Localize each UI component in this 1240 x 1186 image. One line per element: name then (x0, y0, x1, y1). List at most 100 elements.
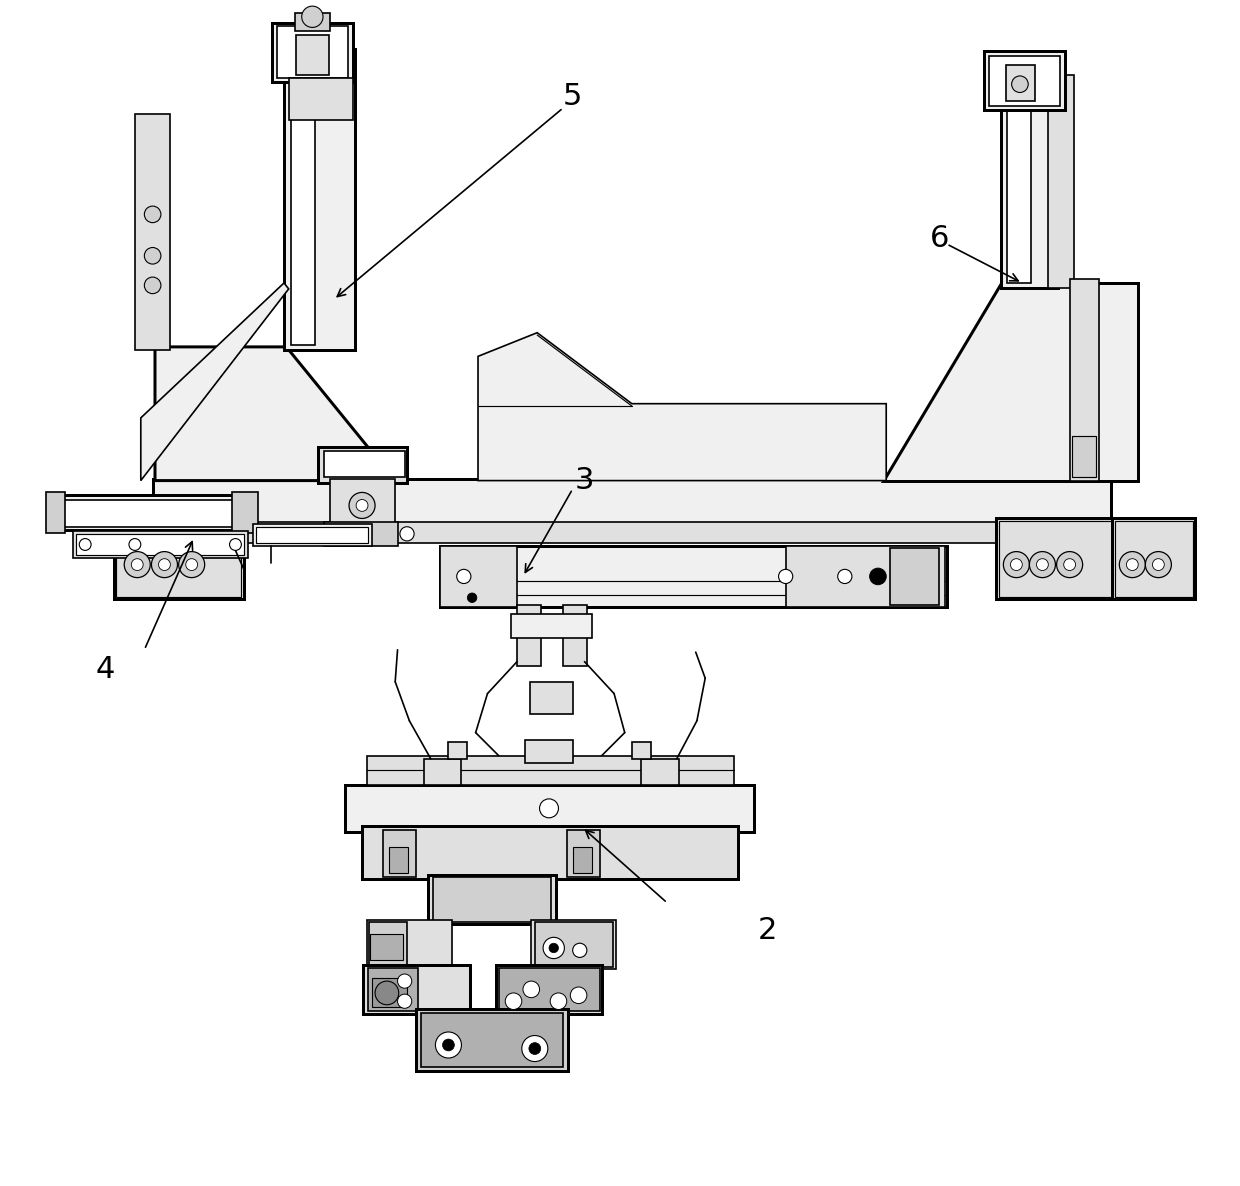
Circle shape (398, 994, 412, 1008)
Bar (76, 534, 244, 555)
Circle shape (573, 943, 587, 957)
Circle shape (1056, 551, 1083, 578)
Bar (1070, 280, 1099, 480)
Bar (422, 1013, 563, 1067)
Polygon shape (155, 346, 396, 480)
Circle shape (1012, 76, 1028, 93)
Circle shape (539, 799, 558, 818)
Bar (372, 977, 407, 1007)
Bar (114, 518, 244, 599)
Bar (330, 479, 396, 524)
Bar (370, 922, 407, 967)
Circle shape (1152, 559, 1164, 570)
Bar (428, 874, 556, 924)
Circle shape (144, 278, 161, 294)
Circle shape (186, 559, 197, 570)
Bar (232, 492, 258, 533)
Bar (253, 524, 372, 546)
Bar (1115, 521, 1193, 597)
Bar (46, 492, 64, 533)
Polygon shape (477, 333, 887, 480)
Circle shape (229, 538, 242, 550)
Bar (511, 614, 591, 638)
Bar (440, 546, 517, 607)
Circle shape (301, 6, 322, 27)
Polygon shape (883, 283, 1138, 480)
Circle shape (869, 568, 887, 585)
Bar (362, 827, 738, 879)
Bar (367, 919, 453, 969)
Bar (433, 876, 552, 922)
Bar (277, 26, 348, 78)
Text: 5: 5 (563, 82, 583, 110)
Bar (296, 34, 329, 75)
Circle shape (1120, 551, 1146, 578)
Text: 6: 6 (930, 223, 949, 253)
Bar (284, 49, 355, 350)
Polygon shape (141, 283, 289, 480)
Bar (324, 522, 398, 546)
Bar (289, 78, 352, 120)
Text: 3: 3 (575, 466, 594, 495)
Bar (996, 518, 1126, 599)
Circle shape (505, 993, 522, 1009)
Circle shape (348, 492, 374, 518)
Circle shape (144, 206, 161, 223)
Circle shape (838, 569, 852, 584)
Circle shape (129, 538, 141, 550)
Bar (1048, 75, 1074, 288)
Circle shape (779, 569, 792, 584)
Text: 4: 4 (95, 656, 115, 684)
Bar (291, 51, 315, 344)
Circle shape (443, 1039, 454, 1051)
Circle shape (551, 993, 567, 1009)
Circle shape (522, 1035, 548, 1061)
Bar (424, 759, 461, 785)
Bar (529, 682, 573, 714)
Bar (55, 499, 237, 527)
Bar (567, 830, 600, 876)
Bar (363, 964, 470, 1014)
Bar (153, 522, 1111, 543)
Circle shape (1003, 551, 1029, 578)
Circle shape (398, 974, 412, 988)
Bar (517, 605, 541, 667)
Bar (526, 740, 573, 764)
Circle shape (151, 551, 177, 578)
Bar (500, 968, 600, 1010)
Circle shape (356, 499, 368, 511)
Circle shape (467, 593, 477, 602)
Bar (990, 56, 1060, 106)
Circle shape (570, 987, 587, 1003)
Bar (1006, 65, 1035, 101)
Circle shape (401, 527, 414, 541)
Bar (255, 527, 368, 543)
Bar (389, 847, 408, 873)
Bar (449, 742, 467, 759)
Bar (367, 757, 734, 785)
Circle shape (456, 569, 471, 584)
Bar (73, 531, 248, 557)
Circle shape (124, 551, 150, 578)
Bar (324, 451, 404, 477)
Bar (641, 759, 680, 785)
Bar (417, 1009, 568, 1071)
Bar (496, 964, 603, 1014)
Bar (440, 546, 946, 607)
Circle shape (523, 981, 539, 997)
Bar (368, 968, 418, 1010)
Bar (998, 521, 1123, 597)
Circle shape (1146, 551, 1172, 578)
Bar (319, 447, 407, 483)
Bar (272, 23, 352, 82)
Circle shape (529, 1042, 541, 1054)
Bar (1007, 79, 1030, 283)
Bar (117, 521, 242, 597)
Circle shape (1064, 559, 1075, 570)
Bar (786, 546, 945, 607)
Bar (50, 495, 242, 530)
Bar (573, 847, 591, 873)
Circle shape (131, 559, 143, 570)
Bar (371, 933, 403, 959)
Bar (1001, 75, 1058, 288)
